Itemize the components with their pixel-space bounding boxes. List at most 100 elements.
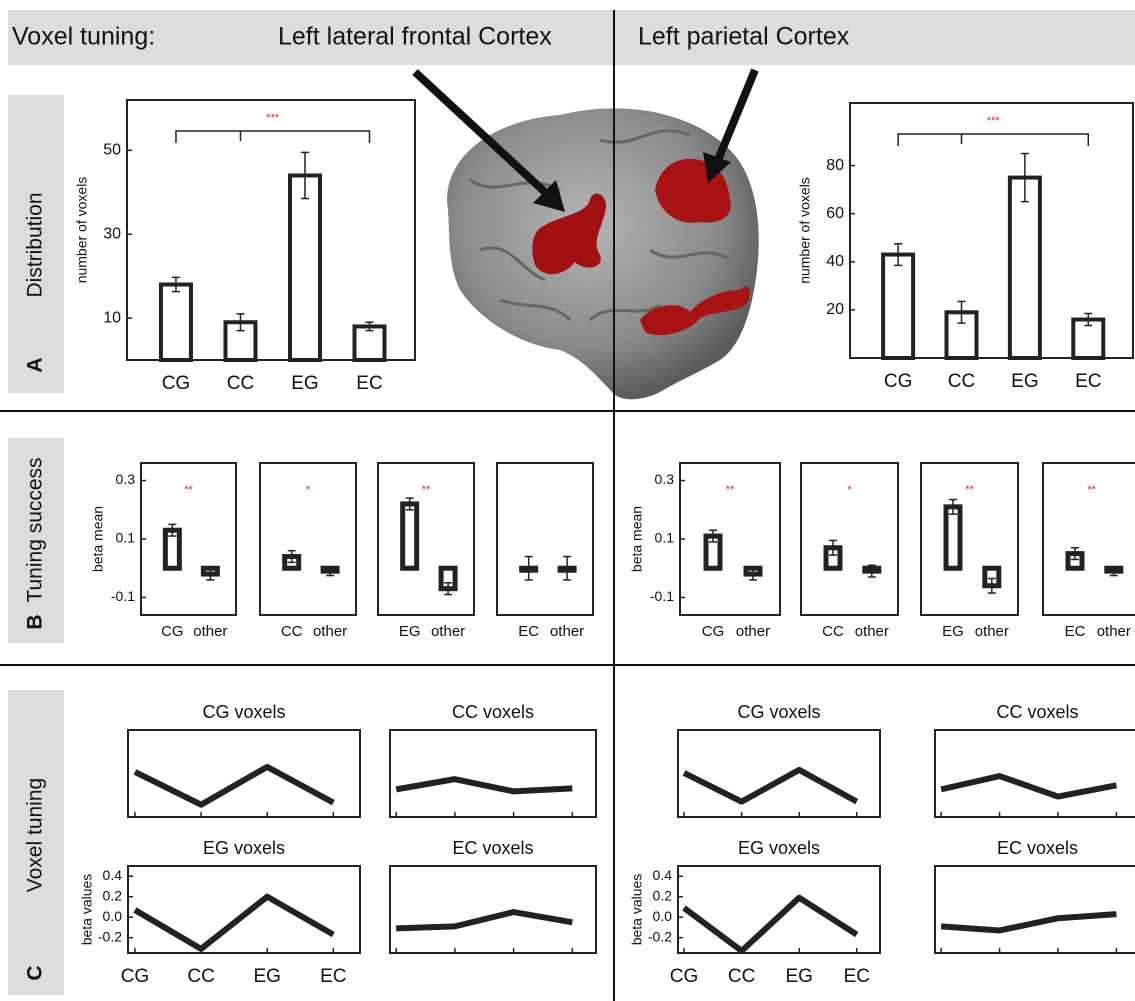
x-tick-label: EC	[1065, 623, 1086, 640]
line-series	[684, 770, 857, 802]
x-tick-label: CG	[702, 623, 725, 640]
chart-title: EG voxels	[738, 838, 820, 858]
chart-title: EC voxels	[452, 838, 533, 858]
bar	[946, 507, 960, 568]
line-series	[941, 776, 1116, 796]
x-tick-label: EG	[291, 373, 318, 394]
x-tick-label: CC	[187, 966, 214, 987]
bar	[290, 175, 320, 360]
bar	[354, 326, 384, 360]
x-tick-label: CC	[822, 623, 844, 640]
y-tick-label: 0.3	[116, 471, 136, 487]
y-axis-label: beta mean	[90, 506, 106, 572]
y-tick-label: 20	[826, 301, 844, 318]
y-axis-label: number of voxels	[797, 177, 813, 284]
x-tick-label: other	[313, 623, 347, 640]
x-tick-label: CG	[121, 966, 150, 987]
row-letter: B	[24, 614, 47, 629]
y-tick-label: 40	[826, 253, 844, 270]
y-tick-label: 0.1	[116, 530, 136, 546]
x-tick-label: EG	[785, 966, 812, 987]
significance-label: ***	[987, 115, 1001, 127]
significance-label: **	[1087, 484, 1096, 496]
chart-title: EG voxels	[203, 838, 285, 858]
row-letter: A	[24, 357, 47, 372]
line-series	[941, 914, 1116, 930]
figure: Voxel tuning: Left lateral frontal Corte…	[0, 0, 1135, 1001]
x-tick-label: other	[550, 623, 584, 640]
y-axis-label: number of voxels	[74, 177, 90, 284]
x-tick-label: other	[736, 623, 770, 640]
chart-title: CC voxels	[996, 702, 1078, 722]
plot-frame	[678, 730, 880, 817]
y-tick-label: -0.2	[98, 928, 122, 944]
x-tick-label: other	[1097, 623, 1131, 640]
x-tick-label: EC	[320, 966, 346, 987]
significance-label: **	[726, 484, 735, 496]
x-tick-label: EG	[399, 623, 421, 640]
x-tick-label: CC	[728, 966, 755, 987]
x-tick-label: other	[855, 623, 889, 640]
y-tick-label: 50	[103, 142, 121, 159]
x-tick-label: other	[193, 623, 227, 640]
header-band	[8, 10, 1135, 65]
y-tick-label: 30	[103, 225, 121, 242]
brain-image	[415, 70, 759, 399]
arrow	[718, 70, 755, 160]
plot-frame	[128, 730, 360, 817]
row-label: Voxel tuning	[24, 778, 47, 892]
header-label: Voxel tuning:	[12, 23, 155, 51]
region-title: Left lateral frontal Cortex	[278, 23, 552, 51]
significance-label: *	[306, 484, 311, 496]
y-tick-label: 0.4	[653, 867, 673, 883]
plot-frame	[128, 866, 360, 953]
plot-frame	[935, 730, 1135, 817]
x-tick-label: CG	[670, 966, 699, 987]
significance-bracket	[176, 131, 370, 143]
x-tick-label: EC	[356, 373, 382, 394]
plot-frame	[390, 866, 596, 953]
line-series	[396, 779, 572, 791]
chart-title: CC voxels	[452, 702, 534, 722]
region-title: Left parietal Cortex	[638, 23, 850, 51]
x-tick-label: other	[975, 623, 1009, 640]
chart-title: CG voxels	[202, 702, 285, 722]
y-tick-label: 0.0	[653, 908, 673, 924]
y-tick-label: -0.1	[650, 588, 674, 604]
significance-label: *	[847, 484, 852, 496]
x-tick-label: CC	[281, 623, 303, 640]
y-axis-label: beta mean	[629, 506, 645, 572]
row-letter: C	[24, 965, 47, 980]
significance-bracket	[898, 134, 1088, 146]
x-tick-label: CG	[162, 373, 191, 394]
bar	[883, 255, 913, 358]
bar	[161, 285, 191, 360]
significance-label: **	[965, 484, 974, 496]
bar	[403, 504, 417, 568]
plot-frame	[935, 866, 1135, 953]
significance-label: ***	[266, 112, 280, 124]
x-tick-label: CG	[884, 371, 913, 392]
y-axis-label: beta values	[629, 874, 645, 946]
y-tick-label: -0.1	[111, 588, 135, 604]
x-tick-label: other	[431, 623, 465, 640]
y-tick-label: 80	[826, 157, 844, 174]
line-series	[135, 897, 333, 949]
chart-title: CG voxels	[737, 702, 820, 722]
row-label: Tuning success	[24, 457, 47, 602]
x-tick-label: EG	[253, 966, 280, 987]
plot-frame	[678, 866, 880, 953]
y-tick-label: 0.2	[103, 887, 123, 903]
y-tick-label: 0.1	[655, 530, 675, 546]
bar	[1010, 178, 1040, 358]
x-tick-label: CC	[227, 373, 254, 394]
y-tick-label: 0.3	[655, 471, 675, 487]
plot-frame	[497, 463, 593, 615]
y-tick-label: 60	[826, 205, 844, 222]
x-tick-label: EC	[844, 966, 870, 987]
x-tick-label: EC	[1075, 371, 1101, 392]
y-tick-label: -0.2	[648, 928, 672, 944]
y-tick-label: 0.0	[103, 908, 123, 924]
x-tick-label: EG	[1011, 371, 1038, 392]
x-tick-label: EG	[942, 623, 964, 640]
